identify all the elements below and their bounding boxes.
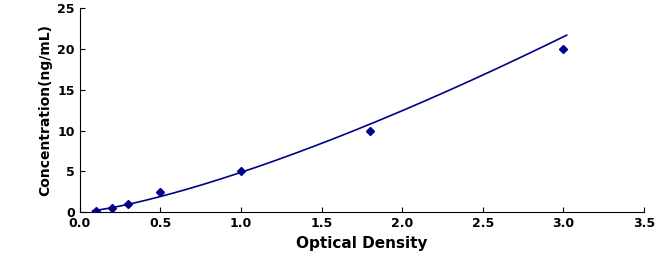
Y-axis label: Concentration(ng/mL): Concentration(ng/mL) bbox=[38, 24, 52, 196]
X-axis label: Optical Density: Optical Density bbox=[296, 236, 428, 251]
